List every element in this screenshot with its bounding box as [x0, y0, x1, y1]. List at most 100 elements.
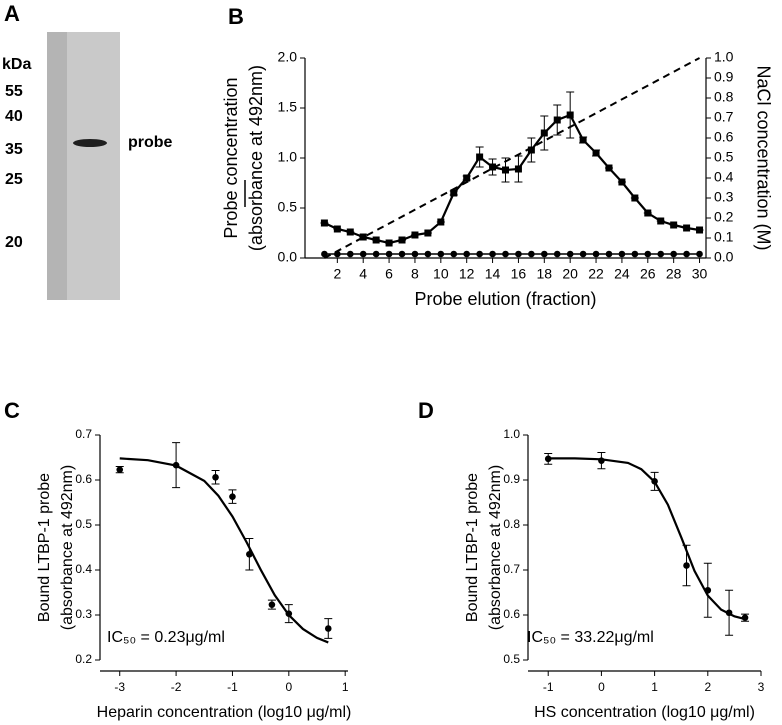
x-tick-label: 8 [411, 266, 419, 282]
y-axis-label: Bound LTBP-1 probe [36, 473, 53, 622]
marker [502, 250, 509, 258]
x-tick-label: 0 [285, 680, 292, 694]
marker [398, 250, 406, 258]
marker [437, 218, 445, 226]
x-axis-label: HS concentration (log10 μg/ml) [534, 704, 755, 721]
marker [463, 174, 471, 182]
y-tick-label: 2.0 [278, 49, 298, 65]
marker [592, 149, 600, 157]
marker [644, 250, 652, 258]
y-tick-label: 1.0 [278, 149, 298, 165]
marker [657, 250, 665, 258]
marker [372, 236, 380, 244]
y2-tick-label: 0.6 [714, 129, 734, 145]
marker [592, 250, 600, 258]
y-tick-label: 1.5 [278, 99, 298, 115]
marker [540, 129, 548, 137]
y-tick-label: 0.0 [278, 249, 298, 265]
x-tick-label: 0 [598, 680, 605, 694]
marker [268, 601, 276, 608]
series-line [323, 113, 700, 245]
marker [527, 146, 535, 154]
marker [696, 250, 703, 258]
marker [424, 250, 432, 258]
x-tick-label: -2 [171, 680, 182, 694]
y2-tick-label: 1.0 [714, 49, 734, 65]
marker [411, 231, 419, 239]
x-tick-label: 10 [433, 266, 449, 282]
x-axis-label: Probe elution (fraction) [414, 289, 596, 309]
marker [605, 164, 613, 172]
y2-tick-label: 0.1 [714, 229, 734, 245]
y-tick-label: 0.7 [503, 562, 520, 576]
marker [605, 250, 613, 258]
y-axis-label: Probe concentration [221, 77, 241, 238]
marker [437, 250, 445, 258]
marker [411, 250, 419, 258]
x-tick-label: 18 [537, 266, 553, 282]
marker [424, 229, 432, 237]
y-tick-label: 1.0 [503, 427, 520, 441]
y2-tick-label: 0.9 [714, 69, 734, 85]
marker [324, 625, 332, 632]
marker [502, 166, 509, 174]
marker [476, 250, 483, 258]
series-line [119, 457, 329, 644]
marker [657, 217, 665, 225]
band-label: probe [128, 134, 173, 151]
marker-label: 25 [5, 171, 23, 188]
marker [644, 209, 652, 217]
y2-axis-label: NaCl concentration (M) [753, 65, 773, 250]
x-axis-label: Heparin concentration (log10 μg/ml) [97, 704, 352, 721]
x-tick-label: 24 [614, 266, 630, 282]
marker [683, 250, 690, 258]
y-axis-label: Bound LTBP-1 probe [464, 473, 481, 622]
series-line [548, 457, 746, 621]
marker [528, 250, 535, 258]
x-tick-label: -3 [114, 680, 125, 694]
marker [514, 165, 522, 173]
y-tick-label: 0.9 [503, 472, 520, 486]
marker [116, 466, 124, 473]
y2-tick-label: 0.8 [714, 89, 734, 105]
x-tick-label: 2 [333, 266, 341, 282]
marker-label: 40 [5, 108, 23, 125]
marker [683, 562, 690, 569]
x-tick-label: 28 [666, 266, 682, 282]
marker [618, 250, 626, 258]
marker [385, 250, 393, 258]
marker [670, 221, 678, 229]
marker [618, 178, 626, 186]
x-tick-label: 6 [385, 266, 393, 282]
panel-label: D [418, 398, 434, 423]
y-tick-label: 0.4 [75, 562, 92, 576]
marker [476, 153, 484, 161]
marker [359, 250, 367, 258]
marker [553, 116, 561, 124]
marker [579, 136, 587, 144]
marker [372, 250, 380, 258]
marker [683, 224, 691, 232]
marker [541, 250, 548, 258]
panel-label: C [4, 398, 20, 423]
band [73, 139, 107, 147]
marker [696, 226, 704, 234]
marker [553, 250, 561, 258]
annotation: IC₅₀ = 0.23μg/ml [107, 629, 225, 646]
marker [398, 236, 406, 244]
x-tick-label: 1 [651, 680, 658, 694]
marker [631, 194, 639, 202]
y-axis-label: (absorbance at 492nm) [246, 65, 266, 251]
y2-tick-label: 0.4 [714, 169, 734, 185]
marker [515, 250, 522, 258]
marker [229, 493, 236, 500]
x-tick-label: 12 [459, 266, 475, 282]
marker [670, 250, 677, 258]
marker [346, 250, 354, 258]
y-tick-label: 0.5 [75, 517, 92, 531]
marker-label: 55 [5, 83, 23, 100]
marker [489, 163, 497, 171]
y-tick-label: 0.7 [75, 427, 92, 441]
y-tick-label: 0.6 [75, 472, 92, 486]
